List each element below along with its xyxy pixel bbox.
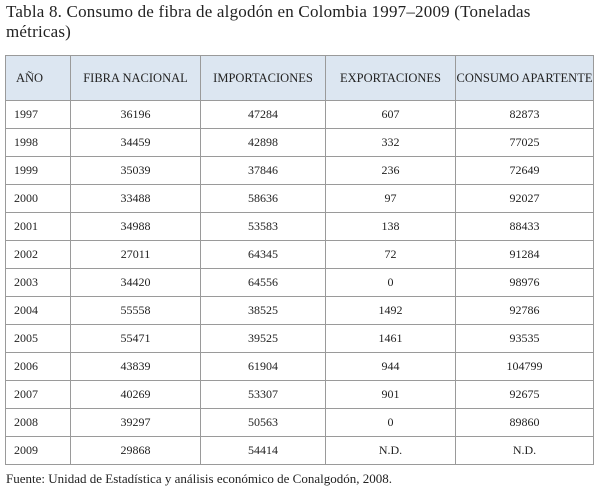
column-header: EXPORTACIONES xyxy=(325,55,456,101)
table-cell: 1997 xyxy=(5,100,71,129)
header-row: AÑO FIBRA NACIONAL IMPORTACIONES EXPORTACIO… xyxy=(5,55,594,101)
table-row: 2007 40269 53307 901 92675 xyxy=(5,380,594,409)
table-row: 2000 33488 58636 97 92027 xyxy=(5,184,594,213)
table-cell: 33488 xyxy=(70,184,201,213)
table-row: 1997 36196 47284 607 82873 xyxy=(5,100,594,129)
table-cell: 58636 xyxy=(200,184,326,213)
table-cell: 37846 xyxy=(200,156,326,185)
table-cell: 2002 xyxy=(5,240,71,269)
table-cell: 47284 xyxy=(200,100,326,129)
table-cell: 0 xyxy=(325,408,456,437)
table-cell: 55558 xyxy=(70,296,201,325)
table-cell: N.D. xyxy=(455,436,594,465)
table-cell: 2007 xyxy=(5,380,71,409)
table-cell: 138 xyxy=(325,212,456,241)
table-cell: 236 xyxy=(325,156,456,185)
column-header: AÑO xyxy=(5,55,71,101)
table-row: 2005 55471 39525 1461 93535 xyxy=(5,324,594,353)
source-note: Fuente: Unidad de Estadística y análisis… xyxy=(6,471,392,486)
table-cell: 2009 xyxy=(5,436,71,465)
table-cell: 92675 xyxy=(455,380,594,409)
table-cell: 54414 xyxy=(200,436,326,465)
table-cell: 98976 xyxy=(455,268,594,297)
table-cell: 39525 xyxy=(200,324,326,353)
table-cell: 50563 xyxy=(200,408,326,437)
table-cell: 53583 xyxy=(200,212,326,241)
table-row: 2004 55558 38525 1492 92786 xyxy=(5,296,594,325)
table-cell: 27011 xyxy=(70,240,201,269)
table-cell: N.D. xyxy=(325,436,456,465)
table-cell: 43839 xyxy=(70,352,201,381)
table-cell: 39297 xyxy=(70,408,201,437)
table-cell: 36196 xyxy=(70,100,201,129)
table-cell: 2006 xyxy=(5,352,71,381)
table-cell: 34459 xyxy=(70,128,201,157)
table-cell: 332 xyxy=(325,128,456,157)
table-cell: 0 xyxy=(325,268,456,297)
table-cell: 55471 xyxy=(70,324,201,353)
table-cell: 2005 xyxy=(5,324,71,353)
table-row: 2002 27011 64345 72 91284 xyxy=(5,240,594,269)
table-cell: 42898 xyxy=(200,128,326,157)
table-cell: 92786 xyxy=(455,296,594,325)
table-cell: 944 xyxy=(325,352,456,381)
table-cell: 82873 xyxy=(455,100,594,129)
table-cell: 2000 xyxy=(5,184,71,213)
table-row: 1998 34459 42898 332 77025 xyxy=(5,128,594,157)
table-cell: 72 xyxy=(325,240,456,269)
table-cell: 1492 xyxy=(325,296,456,325)
table-cell: 35039 xyxy=(70,156,201,185)
column-header: CONSUMO APARTENTE xyxy=(455,55,594,101)
table-row: 2006 43839 61904 944 104799 xyxy=(5,352,594,381)
table-cell: 64556 xyxy=(200,268,326,297)
table-cell: 34420 xyxy=(70,268,201,297)
table-row: 2009 29868 54414 N.D. N.D. xyxy=(5,436,594,465)
column-header: IMPORTACIONES xyxy=(200,55,326,101)
table-cell: 64345 xyxy=(200,240,326,269)
table-cell: 1461 xyxy=(325,324,456,353)
table-cell: 88433 xyxy=(455,212,594,241)
table-cell: 91284 xyxy=(455,240,594,269)
table-row: 2001 34988 53583 138 88433 xyxy=(5,212,594,241)
table-cell: 104799 xyxy=(455,352,594,381)
table-cell: 89860 xyxy=(455,408,594,437)
table-cell: 40269 xyxy=(70,380,201,409)
table-row: 1999 35039 37846 236 72649 xyxy=(5,156,594,185)
table-cell: 1999 xyxy=(5,156,71,185)
table-cell: 901 xyxy=(325,380,456,409)
table-cell: 2004 xyxy=(5,296,71,325)
table-row: 2008 39297 50563 0 89860 xyxy=(5,408,594,437)
table-cell: 53307 xyxy=(200,380,326,409)
table-cell: 93535 xyxy=(455,324,594,353)
table-row: 2003 34420 64556 0 98976 xyxy=(5,268,594,297)
table-cell: 92027 xyxy=(455,184,594,213)
table-cell: 2003 xyxy=(5,268,71,297)
column-header: FIBRA NACIONAL xyxy=(70,55,201,101)
table-cell: 97 xyxy=(325,184,456,213)
table-cell: 2008 xyxy=(5,408,71,437)
table-cell: 1998 xyxy=(5,128,71,157)
table-cell: 77025 xyxy=(455,128,594,157)
table-cell: 72649 xyxy=(455,156,594,185)
table-body: 1997 36196 47284 607 82873 1998 34459 42898 332 7… xyxy=(5,100,594,465)
table-cell: 61904 xyxy=(200,352,326,381)
data-table: AÑO FIBRA NACIONAL IMPORTACIONES EXPORTACIO… xyxy=(5,55,594,465)
table-cell: 38525 xyxy=(200,296,326,325)
table-head: AÑO FIBRA NACIONAL IMPORTACIONES EXPORTACIO… xyxy=(5,55,594,101)
table-cell: 29868 xyxy=(70,436,201,465)
table-cell: 34988 xyxy=(70,212,201,241)
table-title: Tabla 8. Consumo de fibra de algodón en … xyxy=(6,2,531,41)
table-cell: 607 xyxy=(325,100,456,129)
table-cell: 2001 xyxy=(5,212,71,241)
